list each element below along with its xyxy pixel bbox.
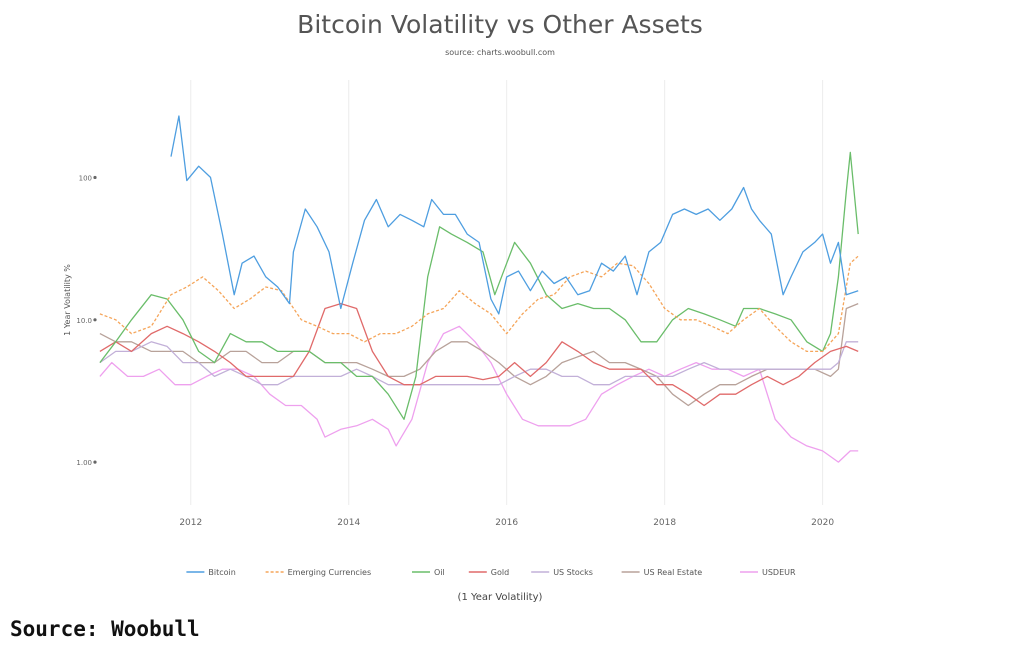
axis-layer: 2012 2014 2016 2018 2020 1.00 10.0 100 xyxy=(76,174,834,528)
chart-subtitle: source: charts.woobull.com xyxy=(445,48,555,57)
x-tick-label: 2016 xyxy=(495,518,518,528)
chart-title: Bitcoin Volatility vs Other Assets xyxy=(297,10,703,39)
series-line-gold xyxy=(99,302,859,407)
y-axis-label: 1 Year Volatility % xyxy=(63,264,72,336)
x-tick-label: 2020 xyxy=(811,518,834,528)
grid-layer xyxy=(190,80,824,505)
series-line-bitcoin xyxy=(170,115,859,315)
x-tick-label: 2012 xyxy=(179,518,202,528)
legend-label: Bitcoin xyxy=(208,568,235,577)
legend-label: USDEUR xyxy=(762,568,796,577)
legend-label: Oil xyxy=(434,568,445,577)
legend-label: Emerging Currencies xyxy=(288,568,372,577)
y-tick-label: 1.00 xyxy=(76,459,92,467)
series-line-emerging-currencies xyxy=(99,255,859,353)
x-tick-label: 2018 xyxy=(653,518,676,528)
legend: Bitcoin Emerging Currencies Oil Gold US Stoc… xyxy=(186,568,796,577)
series-line-oil xyxy=(99,151,859,420)
x-axis-label: (1 Year Volatility) xyxy=(458,592,543,603)
chart-plot: 2012 2014 2016 2018 2020 1.00 10.0 100 Bitcoin E… xyxy=(63,80,859,603)
series-line-us-stocks xyxy=(99,341,859,386)
y-tick-mark xyxy=(93,318,97,322)
source-caption: Source: Woobull xyxy=(10,617,200,641)
legend-label: US Real Estate xyxy=(644,568,703,577)
series-layer xyxy=(99,115,859,463)
y-tick-label: 10.0 xyxy=(76,317,92,325)
legend-label: Gold xyxy=(491,568,509,577)
y-tick-label: 100 xyxy=(79,174,92,182)
legend-label: US Stocks xyxy=(553,568,593,577)
y-tick-mark xyxy=(93,460,97,464)
x-tick-label: 2014 xyxy=(337,518,360,528)
series-line-us-real-estate xyxy=(99,302,859,407)
y-tick-mark xyxy=(93,175,97,180)
series-line-usdeur xyxy=(99,325,859,463)
